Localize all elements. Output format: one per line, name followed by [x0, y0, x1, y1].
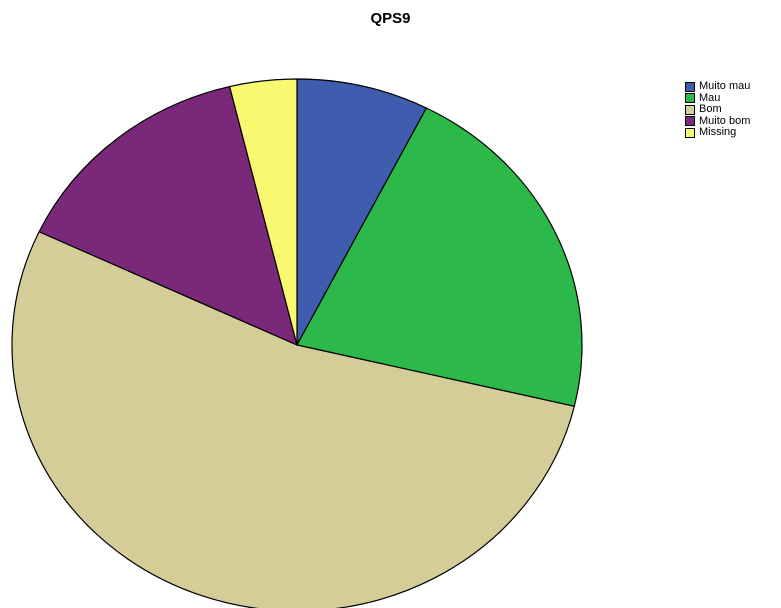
legend-label-missing: Missing	[699, 126, 737, 139]
legend-swatch-mau	[685, 93, 695, 104]
legend-label-bom: Bom	[699, 103, 722, 116]
pie-slice-missing	[229, 78, 298, 346]
pie-slice-bom	[11, 231, 575, 608]
legend: Muito mau Mau Bom Muito bom Missing	[685, 81, 750, 139]
legend-swatch-muito-bom	[685, 116, 695, 127]
legend-item-muito-mau: Muito mau	[685, 81, 750, 93]
pie-slice-mau	[296, 107, 583, 407]
pie-slices	[11, 78, 583, 608]
pie-slice-muito-bom	[38, 85, 298, 346]
legend-label-mau: Mau	[699, 91, 721, 104]
legend-swatch-missing	[685, 127, 695, 138]
chart-title: QPS9	[370, 10, 411, 27]
legend-label-muito-bom: Muito bom	[699, 114, 751, 127]
legend-item-mau: Mau	[685, 91, 750, 105]
legend-label-muito-mau: Muito mau	[699, 80, 751, 93]
legend-swatch-muito-mau	[685, 81, 695, 92]
legend-item-bom: Bom	[685, 104, 750, 116]
pie-slice-muito-mau	[296, 78, 427, 346]
legend-swatch-bom	[685, 104, 695, 115]
legend-item-missing: Missing	[685, 127, 750, 139]
legend-item-muito-bom: Muito bom	[685, 114, 751, 128]
